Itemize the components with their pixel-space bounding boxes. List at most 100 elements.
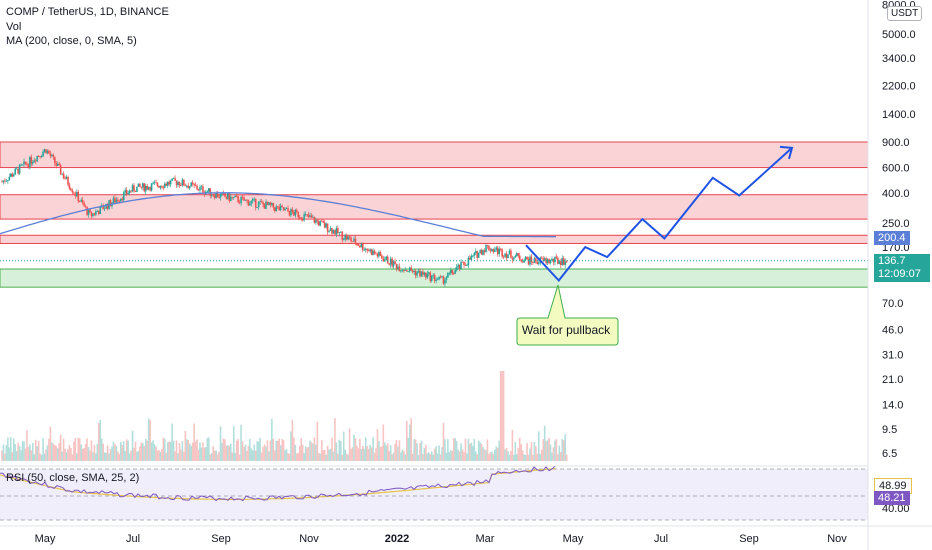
candle-body — [472, 255, 474, 257]
candle-body — [196, 185, 198, 190]
resistance-zone-0[interactable] — [0, 141, 869, 169]
candle-body — [511, 257, 514, 260]
candle-body — [508, 250, 511, 255]
candle-body — [404, 270, 407, 271]
candle-body — [411, 270, 414, 273]
candle-body — [428, 272, 430, 274]
candle-body — [457, 264, 459, 268]
volume-bar — [294, 444, 297, 461]
volume-bar — [194, 441, 197, 461]
candle-body — [164, 183, 166, 188]
volume-bar — [548, 437, 550, 461]
currency-button[interactable]: USDT — [887, 6, 923, 21]
symbol-legend[interactable]: COMP / TetherUS, 1D, BINANCE — [6, 6, 169, 18]
price-tick: 14.0 — [882, 399, 903, 411]
volume-bar — [425, 444, 427, 461]
candle-body — [32, 162, 34, 164]
candle-body — [492, 249, 495, 252]
volume-bar — [80, 444, 82, 461]
volume-bar — [414, 439, 417, 461]
volume-bar — [228, 445, 231, 461]
candle-body — [488, 245, 490, 251]
volume-bar — [413, 439, 415, 461]
candle-body — [76, 191, 78, 196]
candle-body — [315, 220, 317, 223]
candle-body — [68, 184, 71, 189]
volume-bar — [169, 441, 172, 461]
volume-bar — [271, 418, 273, 461]
volume-bar — [26, 430, 28, 461]
resistance-zone-2[interactable] — [0, 234, 869, 244]
candle-body — [190, 182, 192, 187]
candle-body — [392, 261, 395, 267]
candle-body — [103, 208, 106, 210]
volume-bar — [2, 444, 5, 461]
candle-body — [376, 253, 379, 257]
volume-bar — [303, 453, 305, 461]
volume-bar — [108, 453, 110, 461]
volume-bar — [284, 450, 286, 461]
volume-bar — [209, 454, 212, 461]
candle-body — [216, 192, 219, 198]
candle-body — [466, 265, 468, 267]
volume-bar — [382, 424, 385, 461]
candle-body — [516, 253, 518, 256]
volume-bar — [159, 451, 162, 461]
volume-bar — [118, 453, 121, 461]
volume-bar — [359, 438, 361, 461]
callout-text: Wait for pullback — [522, 323, 611, 337]
resistance-zone-1[interactable] — [0, 194, 869, 220]
candle-body — [495, 247, 498, 250]
candle-body — [398, 266, 401, 272]
candle-body — [285, 208, 288, 209]
candle-body — [95, 211, 97, 215]
price-badge: 136.7 12:09:07 — [874, 254, 930, 282]
volume-bar — [268, 451, 270, 461]
volume-bar — [379, 447, 382, 461]
candle-body — [228, 193, 231, 202]
volume-bar — [518, 437, 521, 461]
volume-bar — [219, 426, 222, 461]
candle-body — [401, 269, 404, 271]
volume-bar — [397, 446, 399, 461]
candle-body — [121, 198, 124, 201]
volume-bar — [188, 443, 191, 461]
volume-bar — [168, 441, 170, 461]
candle-body — [499, 248, 502, 250]
volume-bar — [441, 447, 443, 461]
candle-body — [11, 173, 14, 177]
candle-body — [92, 213, 94, 217]
candle-body — [147, 187, 150, 190]
volume-bar — [265, 446, 267, 461]
volume-bar — [338, 439, 341, 461]
candle-body — [268, 202, 270, 205]
volume-bar — [24, 448, 27, 461]
volume-bar — [318, 453, 320, 461]
volume-bar — [93, 444, 96, 461]
volume-bar — [433, 448, 436, 461]
candle-body — [477, 252, 480, 258]
volume-bar — [48, 438, 50, 461]
candle-body — [81, 199, 84, 203]
ma-legend[interactable]: MA (200, close, 0, SMA, 5) — [6, 35, 137, 47]
volume-bar — [27, 447, 30, 461]
candle-body — [359, 245, 361, 248]
volume-bar — [257, 441, 260, 461]
volume-bar — [8, 447, 11, 461]
volume-bar — [125, 439, 128, 461]
candle-body — [218, 197, 220, 198]
volume-bar — [71, 454, 74, 461]
volume-bar — [354, 438, 357, 461]
volume-bar — [362, 445, 364, 461]
rsi-legend[interactable]: RSI (50, close, SMA, 25, 2) — [6, 472, 140, 484]
candle-body — [244, 199, 247, 201]
projection-path[interactable] — [525, 147, 793, 283]
candle-body — [275, 206, 278, 212]
candle-body — [172, 178, 175, 179]
candle-body — [62, 173, 65, 179]
volume-bars — [1, 371, 568, 461]
volume-bar — [62, 438, 65, 461]
volume-legend[interactable]: Vol — [6, 21, 22, 33]
volume-bar — [253, 444, 256, 461]
